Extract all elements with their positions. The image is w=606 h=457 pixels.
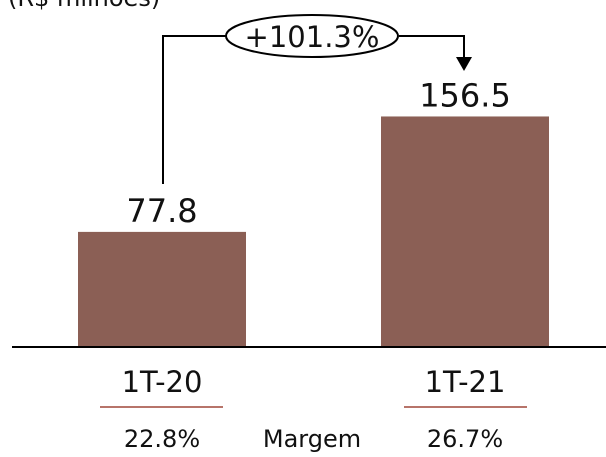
unit-caption: (R$ milhões): [8, 0, 160, 12]
growth-arrowhead-icon: [456, 57, 472, 71]
growth-connector: [162, 35, 465, 184]
margin-value-1t-21: 26.7%: [427, 425, 503, 453]
category-label-1t-21: 1T-21: [425, 365, 506, 399]
category-label-1t-20: 1T-20: [122, 365, 203, 399]
growth-badge: [225, 14, 399, 58]
bar-1t-20: [78, 231, 246, 346]
margin-caption: Margem: [263, 425, 361, 453]
value-label-1t-20: 77.8: [126, 192, 197, 230]
value-label-1t-21: 156.5: [419, 76, 511, 114]
growth-label: +101.3%: [245, 20, 380, 54]
margin-value-1t-20: 22.8%: [124, 425, 200, 453]
bar-1t-21: [381, 116, 549, 346]
